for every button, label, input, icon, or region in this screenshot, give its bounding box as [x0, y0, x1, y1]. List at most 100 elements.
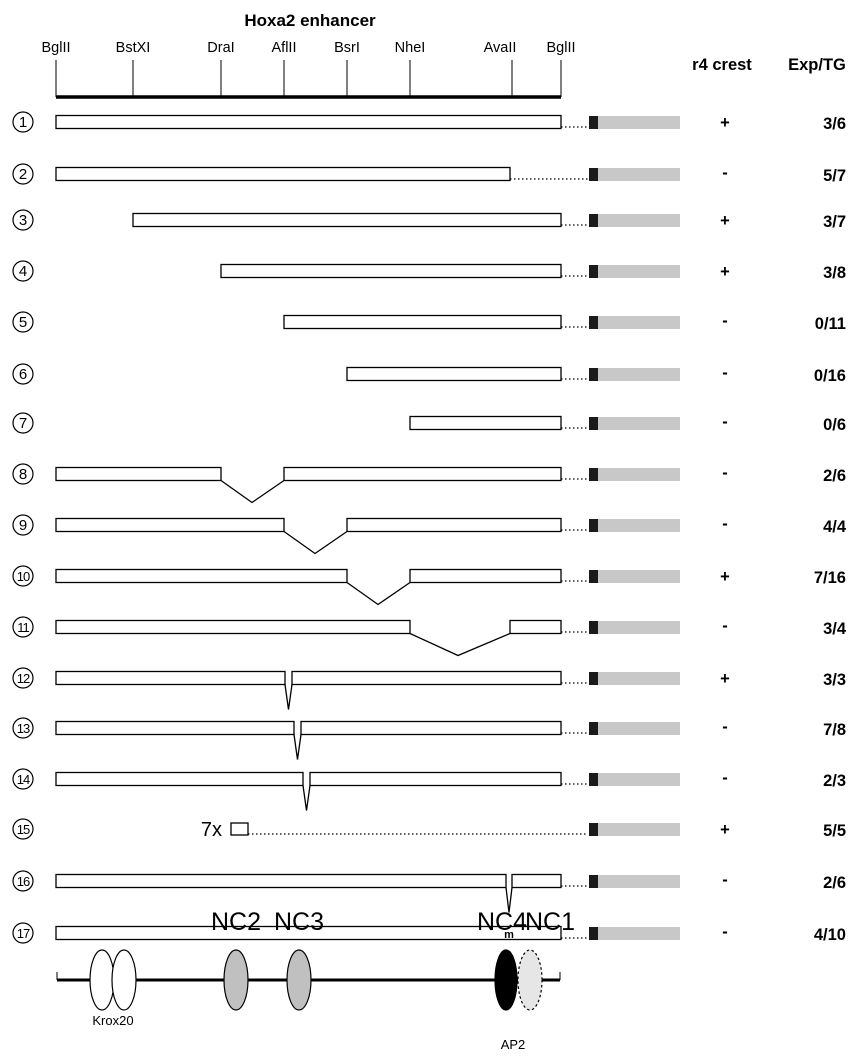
construct-number-circle [12, 260, 34, 282]
reporter-gene [598, 214, 680, 227]
construct-rows: 1 +3/62-5/73 +3/74 +3/85-0/116-0/167-0/68-2… [12, 111, 847, 944]
construct-number: 7 [19, 415, 27, 432]
construct-number: 4 [19, 263, 27, 280]
promoter-block [589, 621, 598, 634]
promoter-block [589, 519, 598, 532]
r4-crest-result: - [722, 923, 728, 941]
r4-crest-result: - [722, 515, 728, 533]
deletion-marker [409, 632, 511, 657]
construct-number-circle [12, 363, 34, 385]
reporter-gene [598, 875, 680, 888]
construct-row-9: 9 - 4/4 [12, 514, 847, 555]
multimer-count: 7x [201, 819, 222, 841]
krox20-label: Krox20 [92, 1013, 133, 1028]
construct-row-4: 4 +3/8 [12, 260, 846, 282]
enhancer-fragment [55, 771, 304, 787]
promoter-block [589, 265, 598, 278]
construct-row-1: 1 +3/6 [12, 111, 846, 133]
enhancer-fragment [220, 263, 562, 279]
restriction-map: BglII BstXI DraI AflII BsrI NheI AvaII B… [41, 40, 576, 99]
reporter-gene [598, 672, 680, 685]
construct-row-10: 10 +7/16 [12, 565, 846, 606]
r4-crest-result: - [722, 464, 728, 482]
exp-tg-ratio: 2/6 [823, 874, 846, 892]
deletion-marker [293, 734, 302, 760]
construct-number: 2 [19, 166, 27, 183]
r4-crest-result: + [720, 670, 730, 688]
deletion-marker [284, 684, 293, 710]
reporter-gene [598, 570, 680, 583]
site-label-bstxi: BstXI [116, 40, 151, 56]
construct-number: 6 [19, 366, 27, 383]
exp-tg-ratio: 3/3 [823, 671, 846, 689]
r4-crest-result: - [722, 413, 728, 431]
construct-number-circle [12, 412, 34, 434]
site-label-nhei: NheI [395, 40, 426, 56]
construct-number: 5 [19, 314, 27, 331]
enhancer-fragment [55, 925, 562, 941]
construct-row-13: 13 - 7/8 [12, 717, 846, 760]
deletion-marker [505, 887, 513, 913]
nc4-label: NC4 [477, 908, 527, 936]
exp-tg-ratio: 3/4 [823, 620, 847, 638]
exp-tg-ratio: 3/7 [823, 213, 846, 231]
nc3-label: NC3 [274, 908, 324, 936]
construct-row-11: 11 - 3/4 [12, 616, 847, 657]
construct-number-circle [12, 463, 34, 485]
mutation-label: m [504, 929, 514, 941]
construct-number: 15 [17, 822, 30, 837]
enhancer-fragment [509, 619, 562, 635]
promoter-block [589, 417, 598, 430]
construct-row-14: 14 - 2/3 [12, 768, 846, 811]
construct-number: 12 [17, 671, 30, 686]
construct-number: 11 [17, 620, 29, 635]
construct-row-3: 3 +3/7 [12, 209, 846, 231]
element-map: Krox20 NC2 NC3 NC4 AP2 NC1 [56, 908, 575, 1052]
exp-tg-ratio: 2/6 [823, 467, 846, 485]
r4-crest-result: + [720, 114, 730, 132]
enhancer-fragment [55, 873, 507, 889]
construct-number-circle [12, 922, 34, 944]
nc2-element [223, 949, 249, 1011]
reporter-gene [598, 265, 680, 278]
r4-crest-header: r4 crest [692, 56, 752, 74]
site-label-bglii-left: BglII [41, 40, 70, 56]
promoter-block [589, 368, 598, 381]
enhancer-fragment [291, 670, 562, 686]
site-label-aflii: AflII [272, 40, 297, 56]
construct-number: 16 [17, 874, 30, 889]
exp-tg-ratio: 7/8 [823, 721, 846, 739]
reporter-gene [598, 116, 680, 129]
promoter-block [589, 722, 598, 735]
enhancer-fragment [511, 873, 562, 889]
construct-row-16: 16 - 2/6 [12, 870, 846, 913]
construct-number-circle [12, 717, 34, 739]
diagram-title: Hoxa2 enhancer [244, 11, 376, 30]
construct-row-17: 17 m - 4/10 [12, 922, 846, 944]
reporter-gene [598, 368, 680, 381]
promoter-block [589, 168, 598, 181]
site-ticks [55, 60, 562, 97]
construct-number-circle [12, 818, 34, 840]
construct-row-6: 6 - 0/16 [12, 363, 846, 385]
r4-crest-result: - [722, 769, 728, 787]
promoter-block [589, 773, 598, 786]
reporter-gene [598, 773, 680, 786]
construct-number: 17 [17, 926, 30, 941]
r4-crest-result: - [722, 718, 728, 736]
enhancer-fragment [346, 517, 562, 533]
construct-number-circle [12, 565, 34, 587]
construct-number-circle [12, 311, 34, 333]
construct-number-circle [12, 209, 34, 231]
multimer-element [230, 822, 249, 836]
r4-crest-result: - [722, 617, 728, 635]
enhancer-fragment [55, 114, 562, 130]
reporter-gene [598, 519, 680, 532]
exp-tg-ratio: 3/8 [823, 264, 846, 282]
construct-number-circle [12, 870, 34, 892]
enhancer-fragment [55, 619, 411, 635]
reporter-gene [598, 316, 680, 329]
construct-row-12: 12 +3/3 [12, 667, 846, 710]
r4-crest-result: - [722, 871, 728, 889]
